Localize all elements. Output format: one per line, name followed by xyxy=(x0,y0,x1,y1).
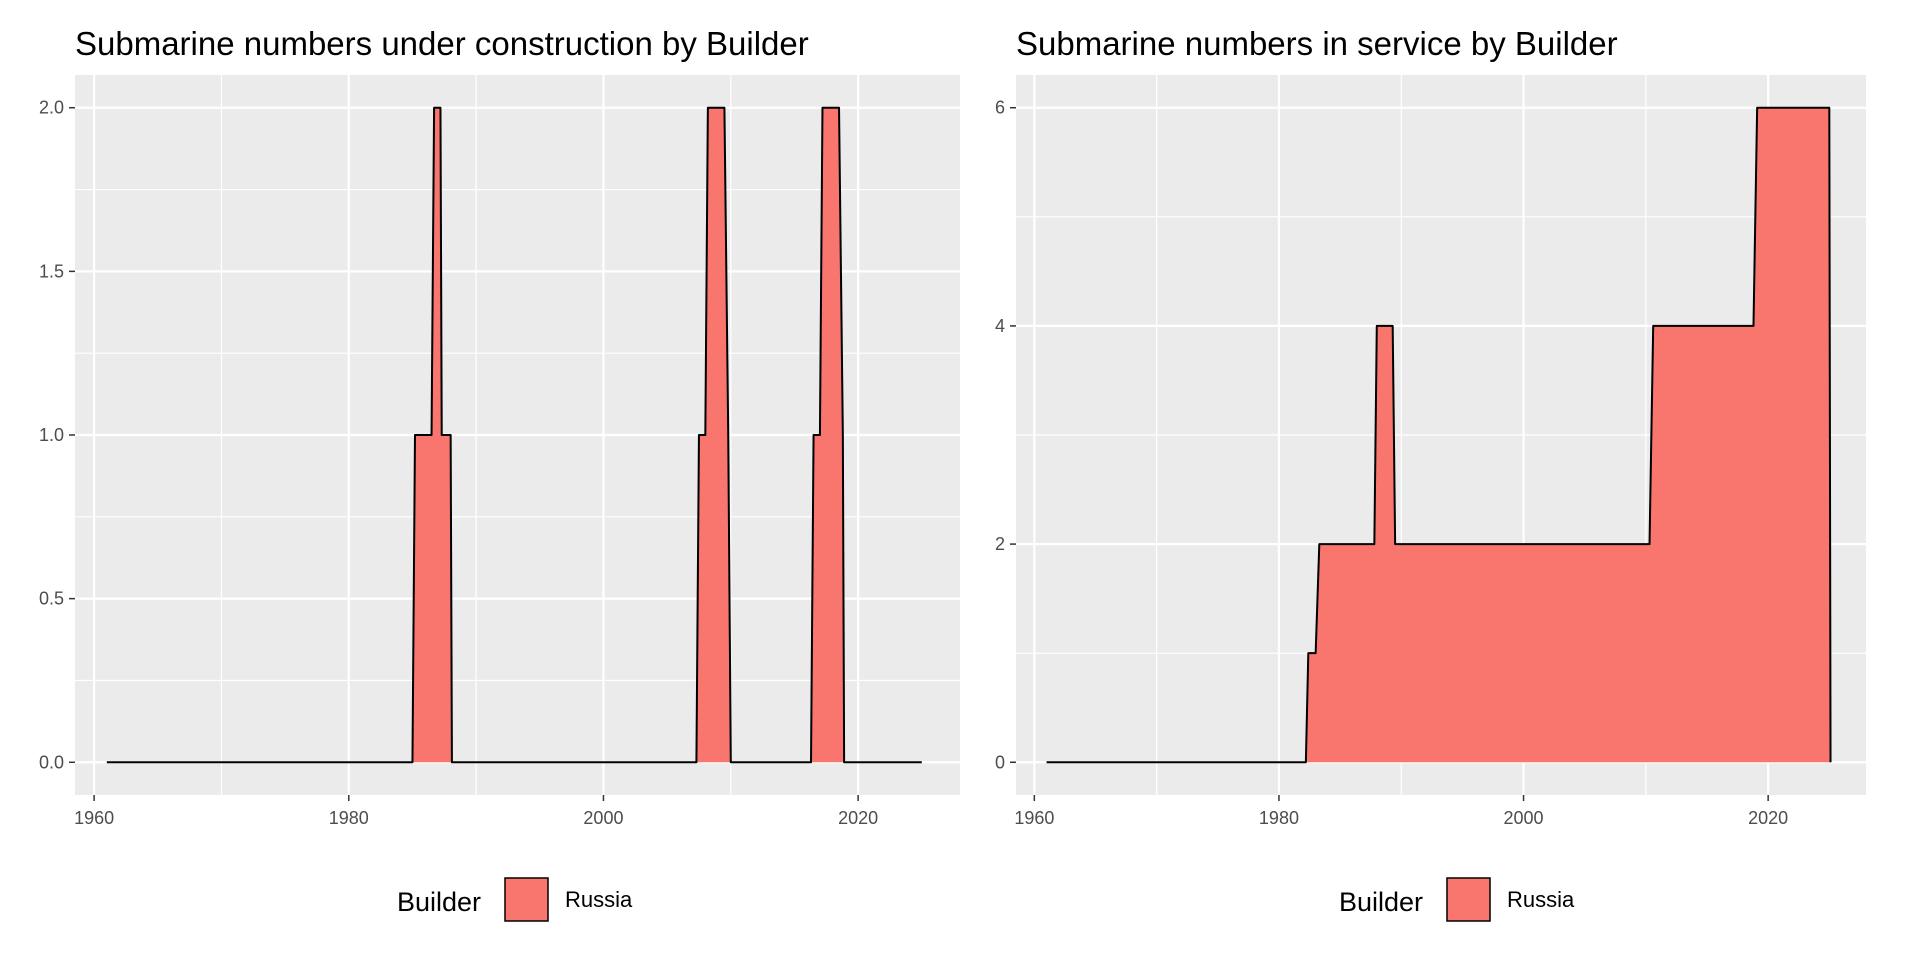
area-outline-russia xyxy=(106,106,922,764)
area-fill-russia xyxy=(106,107,922,763)
data-marks xyxy=(106,106,922,764)
legend: Builder Russia xyxy=(397,877,633,922)
x-tick-label: 1960 xyxy=(1014,808,1054,828)
y-tick-label: 2 xyxy=(995,534,1005,554)
x-tick-label: 2000 xyxy=(1504,808,1544,828)
area-outline-russia xyxy=(1046,106,1832,764)
legend-label-russia: Russia xyxy=(1507,887,1575,912)
y-axis: 0.0 0.5 1.0 1.5 2.0 xyxy=(39,98,75,772)
x-tick-label: 1960 xyxy=(74,808,114,828)
data-marks xyxy=(1046,106,1832,764)
y-tick-label: 0.5 xyxy=(39,589,64,609)
y-tick-label: 0 xyxy=(995,752,1005,772)
legend-label-russia: Russia xyxy=(565,887,633,912)
legend-swatch-russia xyxy=(504,877,549,922)
x-tick-label: 1980 xyxy=(1259,808,1299,828)
legend: Builder Russia xyxy=(1339,877,1575,922)
y-tick-label: 4 xyxy=(995,316,1005,336)
x-tick-label: 2020 xyxy=(838,808,878,828)
y-axis: 0 2 4 6 xyxy=(995,98,1016,772)
area-fill-russia xyxy=(1046,107,1831,763)
x-tick-label: 2020 xyxy=(1748,808,1788,828)
x-tick-label: 1980 xyxy=(329,808,369,828)
chart-in-service: Submarine numbers in service by Builder … xyxy=(995,25,1866,922)
x-tick-label: 2000 xyxy=(583,808,623,828)
chart-under-construction: Submarine numbers under construction by … xyxy=(39,25,960,922)
y-tick-label: 6 xyxy=(995,98,1005,118)
x-axis: 1960 1980 2000 2020 xyxy=(1014,795,1788,828)
y-tick-label: 1.5 xyxy=(39,261,64,281)
y-tick-label: 2.0 xyxy=(39,98,64,118)
x-axis: 1960 1980 2000 2020 xyxy=(74,795,878,828)
y-tick-label: 0.0 xyxy=(39,752,64,772)
legend-title: Builder xyxy=(397,887,481,917)
chart-title: Submarine numbers under construction by … xyxy=(75,25,809,62)
legend-swatch-russia xyxy=(1446,877,1491,922)
y-tick-label: 1.0 xyxy=(39,425,64,445)
chart-title: Submarine numbers in service by Builder xyxy=(1016,25,1618,62)
legend-title: Builder xyxy=(1339,887,1423,917)
grid-lines xyxy=(75,75,960,795)
